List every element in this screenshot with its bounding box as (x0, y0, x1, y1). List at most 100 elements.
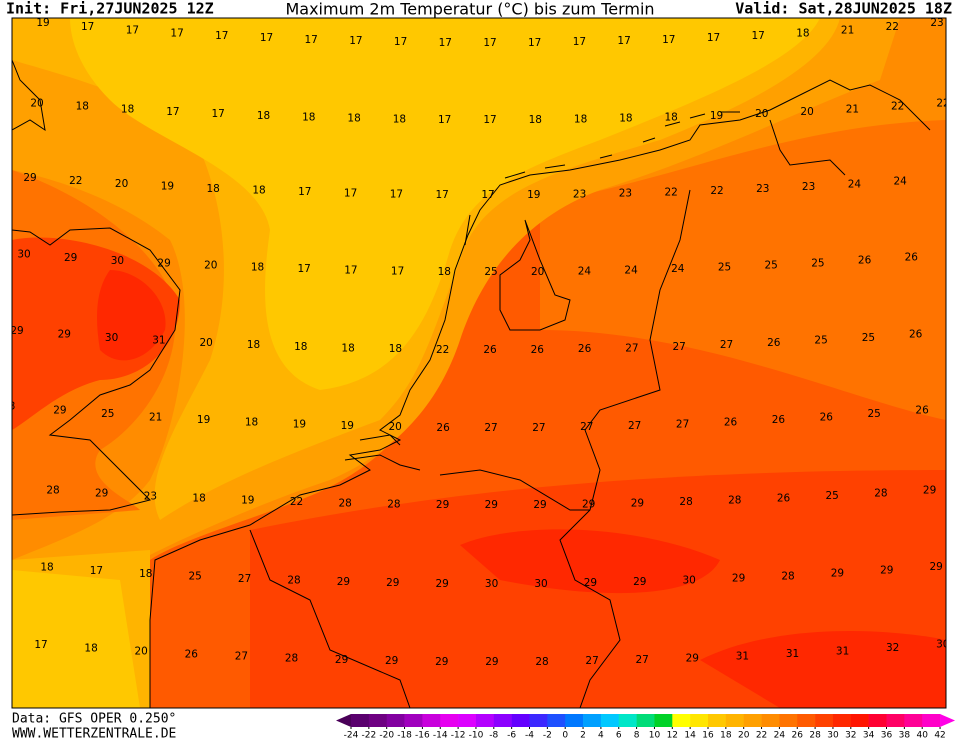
temperature-value: 25 (862, 332, 875, 344)
temperature-value: 31 (786, 648, 799, 660)
temperature-value: 18 (251, 262, 264, 274)
colorbar-arrow (336, 714, 351, 727)
colorbar-cell (458, 714, 477, 727)
temperature-value: 18 (393, 113, 406, 125)
colorbar-label: 8 (634, 731, 640, 741)
coastline (12, 227, 181, 516)
temperature-value: 17 (126, 24, 139, 36)
colorbar-cell (386, 714, 405, 727)
border (559, 189, 691, 708)
colorbar-label: -22 (361, 731, 376, 741)
colorbar-cell (654, 714, 673, 727)
colorbar-cell (922, 714, 941, 727)
temperature-value: 17 (439, 37, 452, 49)
colorbar-cell (529, 714, 548, 727)
temperature-value: 23 (756, 183, 769, 195)
temperature-value: 20 (200, 337, 213, 349)
temperature-value: 25 (868, 408, 881, 420)
temperature-value: 17 (344, 264, 357, 276)
temperature-value: 20 (800, 106, 813, 118)
temperature-value: 20 (30, 98, 43, 110)
temperature-value: 24 (578, 265, 592, 277)
temperature-value: 17 (481, 189, 494, 201)
colorbar-label: 40 (916, 731, 928, 741)
temperature-value: 27 (484, 422, 497, 434)
temperature-value: 23 (619, 188, 632, 200)
temperature-value: 18 (574, 113, 587, 125)
temperature-value: 17 (483, 114, 496, 126)
temperature-value: 20 (204, 260, 217, 272)
temperature-value: 17 (707, 32, 720, 44)
temperature-value: 29 (880, 565, 893, 577)
temperature-value: 29 (582, 498, 595, 510)
temperature-value: 29 (930, 561, 943, 573)
temperature-value: 17 (298, 186, 311, 198)
temperature-value: 25 (765, 260, 778, 272)
temperature-value: 28 (285, 653, 298, 665)
colorbar-label: -10 (469, 731, 484, 741)
colorbar-label: 28 (809, 731, 821, 741)
temperature-value: 29 (923, 484, 936, 496)
colorbar-label: 38 (899, 731, 911, 741)
islands (464, 111, 740, 246)
temperature-value: 20 (531, 266, 544, 278)
temperature-value: 17 (305, 34, 318, 46)
temperature-value: 29 (686, 653, 699, 665)
data-source: Data: GFS OPER 0.250° (12, 712, 176, 727)
colorbar-cell (672, 714, 691, 727)
temperature-value: 29 (732, 573, 745, 585)
colorbar-label: 4 (598, 731, 604, 741)
temperature-value: 17 (215, 30, 228, 42)
temperature-value: 31 (152, 335, 165, 347)
temperature-value: 21 (149, 411, 162, 423)
temperature-value: 29 (485, 656, 498, 668)
colorbar-cell (636, 714, 655, 727)
temperature-value: 25 (718, 262, 731, 274)
colorbar-cell (475, 714, 495, 727)
temperature-value: 17 (436, 189, 449, 201)
temperature-value: 19 (710, 110, 723, 122)
colorbar-cell (886, 714, 905, 727)
temperature-value: 26 (915, 404, 929, 416)
temperature-value: 29 (436, 578, 449, 590)
coastline (12, 59, 46, 132)
temperature-value: 18 (84, 642, 97, 654)
temperature-value: 21 (841, 24, 854, 36)
temperature-value: 18 (347, 113, 360, 125)
temperature-value: 27 (585, 655, 598, 667)
temperature-value: 17 (662, 34, 675, 46)
colorbar-label: -4 (525, 731, 534, 741)
temperature-value: 30 (534, 578, 547, 590)
temperature-value: 27 (235, 651, 248, 663)
temperature-value: 17 (390, 188, 403, 200)
temperature-value: 17 (212, 108, 225, 120)
temperature-value: 27 (532, 422, 545, 434)
temperature-value: 28 (46, 485, 59, 497)
temperature-value: 19 (241, 495, 254, 507)
colorbar-cell (743, 714, 762, 727)
temperature-value: 17 (170, 27, 183, 39)
colorbar-label: 10 (649, 731, 661, 741)
colorbar-cell (583, 714, 602, 727)
colorbar-label: -8 (489, 731, 498, 741)
temperature-value: 17 (438, 114, 451, 126)
temperature-value: 27 (625, 342, 638, 354)
temperature-value: 29 (435, 656, 448, 668)
colorbar-cell (832, 714, 852, 727)
temperature-value: 24 (624, 264, 638, 276)
coastline (769, 119, 846, 176)
colorbar-label: 22 (756, 731, 767, 741)
temperature-value: 25 (189, 571, 202, 583)
temp-field (97, 270, 166, 361)
temperature-value: 18 (389, 343, 402, 355)
colorbar-label: 42 (934, 731, 945, 741)
temp-field (540, 120, 946, 420)
colorbar-label: 24 (774, 731, 786, 741)
temperature-value: 28 (874, 487, 887, 499)
colorbar-label: 2 (580, 731, 586, 741)
temperature-value: 26 (905, 252, 919, 264)
temperature-value: 32 (886, 642, 899, 654)
temperature-value: 22 (891, 101, 904, 113)
temperature-value: 30 (17, 249, 30, 261)
colorbar-label: 16 (702, 731, 714, 741)
